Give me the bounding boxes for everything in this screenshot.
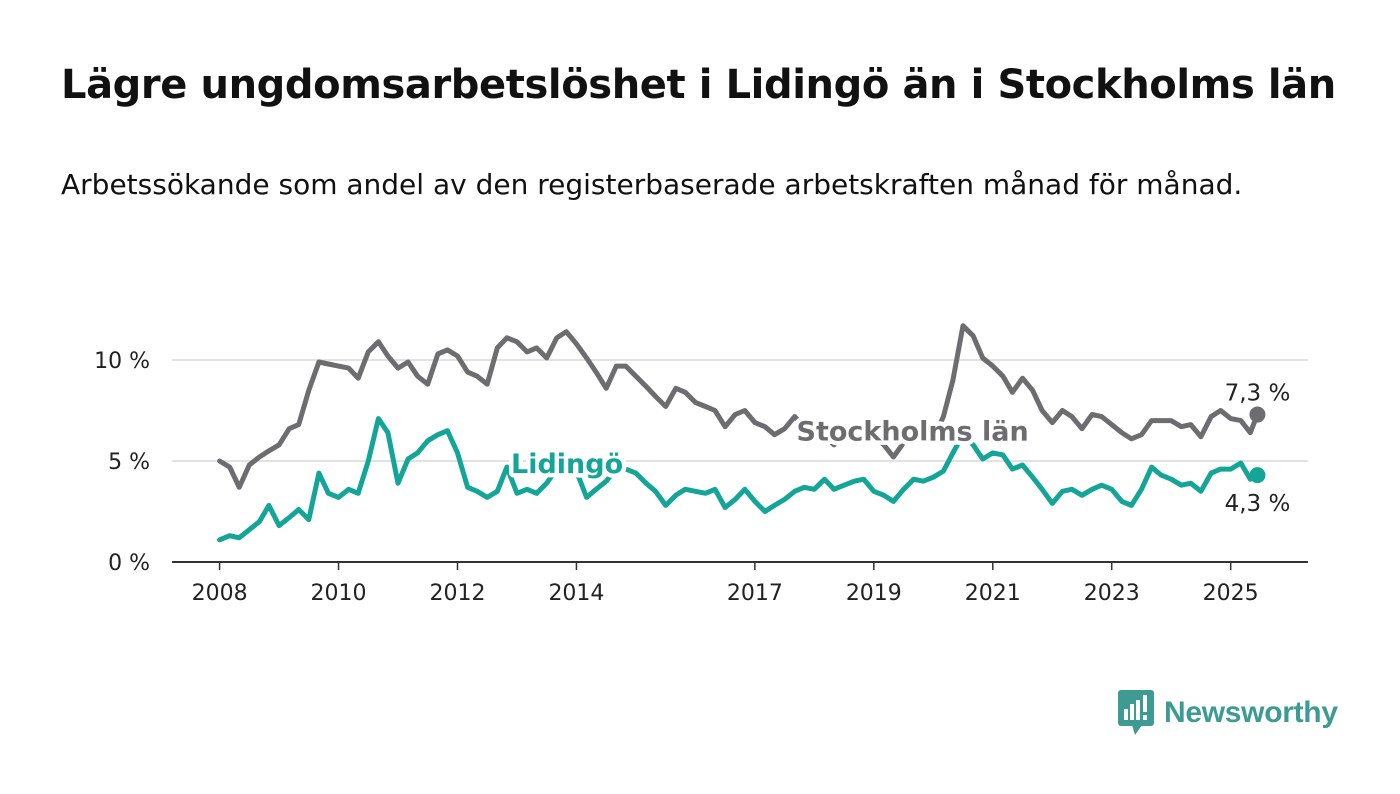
y-tick-label: 5 % [108,450,150,475]
series-name-label: Lidingö [511,449,623,480]
series-line-0 [217,323,1260,490]
grid-lines [172,359,1308,462]
series-line-1 [217,416,1260,543]
chart-title: Lägre ungdomsarbetslöshet i Lidingö än i… [61,62,1336,108]
series-name-label: Stockholms län [797,417,1029,448]
x-tick-label: 2019 [846,581,902,606]
x-tick-label: 2008 [192,581,248,606]
line-chart: 0 %5 %10 % 2008 2010 2012 2014 2017 2019 2021 2… [94,323,1308,606]
x-tick-label: 2025 [1203,581,1259,606]
y-axis-ticks: 0 % 5 % 10 % [94,349,150,576]
series-end-point-1 [1249,467,1266,484]
series-labels: Stockholms län Lidingö 7,3 % 4,3 % [507,378,1294,521]
series-lines [217,323,1266,543]
x-tick-label: 2023 [1084,581,1140,606]
newsworthy-logo: Newsworthy [1118,690,1338,736]
x-tick-label: 2012 [429,581,485,606]
x-axis-ticks: 2008 2010 2012 2014 2017 2019 2021 2023 2025 [172,561,1308,606]
y-tick-label: 0 % [108,551,150,576]
x-tick-label: 2010 [311,581,367,606]
y-tick-label: 10 % [94,349,150,374]
brand-name: Newsworthy [1164,696,1338,729]
bar-chart-speech-bubble-icon [1118,690,1154,735]
series-end-value-label: 7,3 % [1225,381,1291,407]
x-tick-label: 2021 [965,581,1021,606]
x-tick-label: 2014 [548,581,604,606]
series-end-point-0 [1249,406,1266,423]
x-tick-label: 2017 [727,581,783,606]
series-end-value-label: 4,3 % [1225,491,1291,517]
chart-subtitle: Arbetssökande som andel av den registerb… [61,168,1243,201]
